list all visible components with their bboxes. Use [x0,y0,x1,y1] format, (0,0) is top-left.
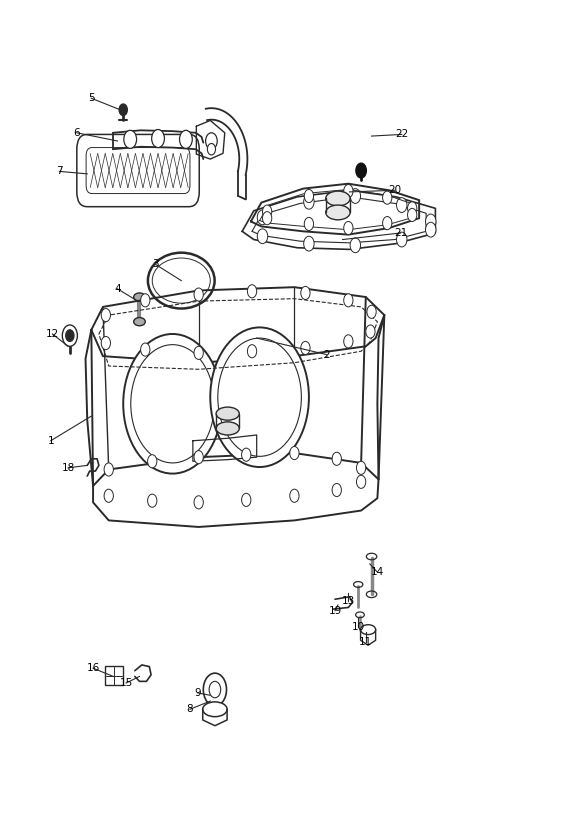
Circle shape [304,236,314,251]
Circle shape [290,447,299,460]
Circle shape [304,194,314,209]
Text: 11: 11 [359,637,373,647]
Text: 8: 8 [187,705,194,714]
Circle shape [194,496,203,509]
Circle shape [180,130,192,148]
Circle shape [301,341,310,354]
Circle shape [408,202,417,215]
Circle shape [124,130,136,148]
Ellipse shape [203,702,227,717]
Text: 9: 9 [194,688,201,698]
Circle shape [344,222,353,235]
Circle shape [332,452,342,466]
Text: 5: 5 [88,93,94,103]
Circle shape [152,129,164,147]
Circle shape [104,463,113,476]
Circle shape [241,494,251,507]
Circle shape [257,210,268,225]
Circle shape [66,330,74,341]
Circle shape [396,232,407,247]
Ellipse shape [326,205,350,220]
Text: 14: 14 [371,567,384,577]
Circle shape [147,455,157,468]
Text: 3: 3 [152,260,159,269]
Circle shape [257,229,268,244]
Circle shape [141,293,150,307]
Text: 19: 19 [328,606,342,616]
Circle shape [350,189,360,204]
Circle shape [350,238,360,253]
Circle shape [426,222,436,237]
Circle shape [408,208,417,222]
Circle shape [208,143,216,155]
Circle shape [367,305,376,318]
Text: 22: 22 [395,129,408,139]
Circle shape [356,461,366,475]
Text: 18: 18 [61,463,75,473]
Circle shape [247,285,257,297]
Circle shape [382,217,392,230]
Circle shape [104,489,113,503]
Text: 7: 7 [56,166,63,176]
Circle shape [356,163,366,178]
Circle shape [290,489,299,503]
Circle shape [344,185,353,198]
Circle shape [141,343,150,356]
Circle shape [194,288,203,301]
Circle shape [209,681,221,698]
Circle shape [203,673,227,706]
Text: 16: 16 [86,663,100,673]
Text: 15: 15 [120,678,133,688]
Circle shape [344,335,353,348]
Circle shape [206,133,217,149]
Text: 21: 21 [394,228,407,238]
Text: 4: 4 [114,283,121,294]
Ellipse shape [360,625,375,634]
Circle shape [344,293,353,307]
Circle shape [426,214,436,229]
Circle shape [396,198,407,213]
Text: 20: 20 [388,185,401,195]
Circle shape [119,104,127,115]
Circle shape [62,325,78,346]
Circle shape [194,451,203,464]
Circle shape [210,327,309,467]
Ellipse shape [326,191,350,206]
Circle shape [356,475,366,489]
Circle shape [262,205,272,218]
Text: 6: 6 [73,128,80,138]
Text: 10: 10 [352,622,365,632]
Circle shape [247,344,257,358]
Text: 2: 2 [323,349,329,359]
Ellipse shape [216,407,239,420]
Text: 12: 12 [46,329,59,339]
Circle shape [301,287,310,299]
Circle shape [332,484,342,497]
Circle shape [123,334,222,474]
Circle shape [101,308,110,321]
Ellipse shape [134,317,145,325]
Text: 13: 13 [342,596,355,606]
Circle shape [194,346,203,359]
Text: 1: 1 [47,436,54,446]
Circle shape [147,494,157,508]
Circle shape [262,212,272,225]
Circle shape [304,190,314,203]
Circle shape [241,448,251,461]
Circle shape [382,191,392,204]
Ellipse shape [216,422,239,435]
Ellipse shape [134,293,145,301]
Circle shape [304,218,314,231]
Circle shape [366,325,375,338]
Circle shape [101,336,110,349]
